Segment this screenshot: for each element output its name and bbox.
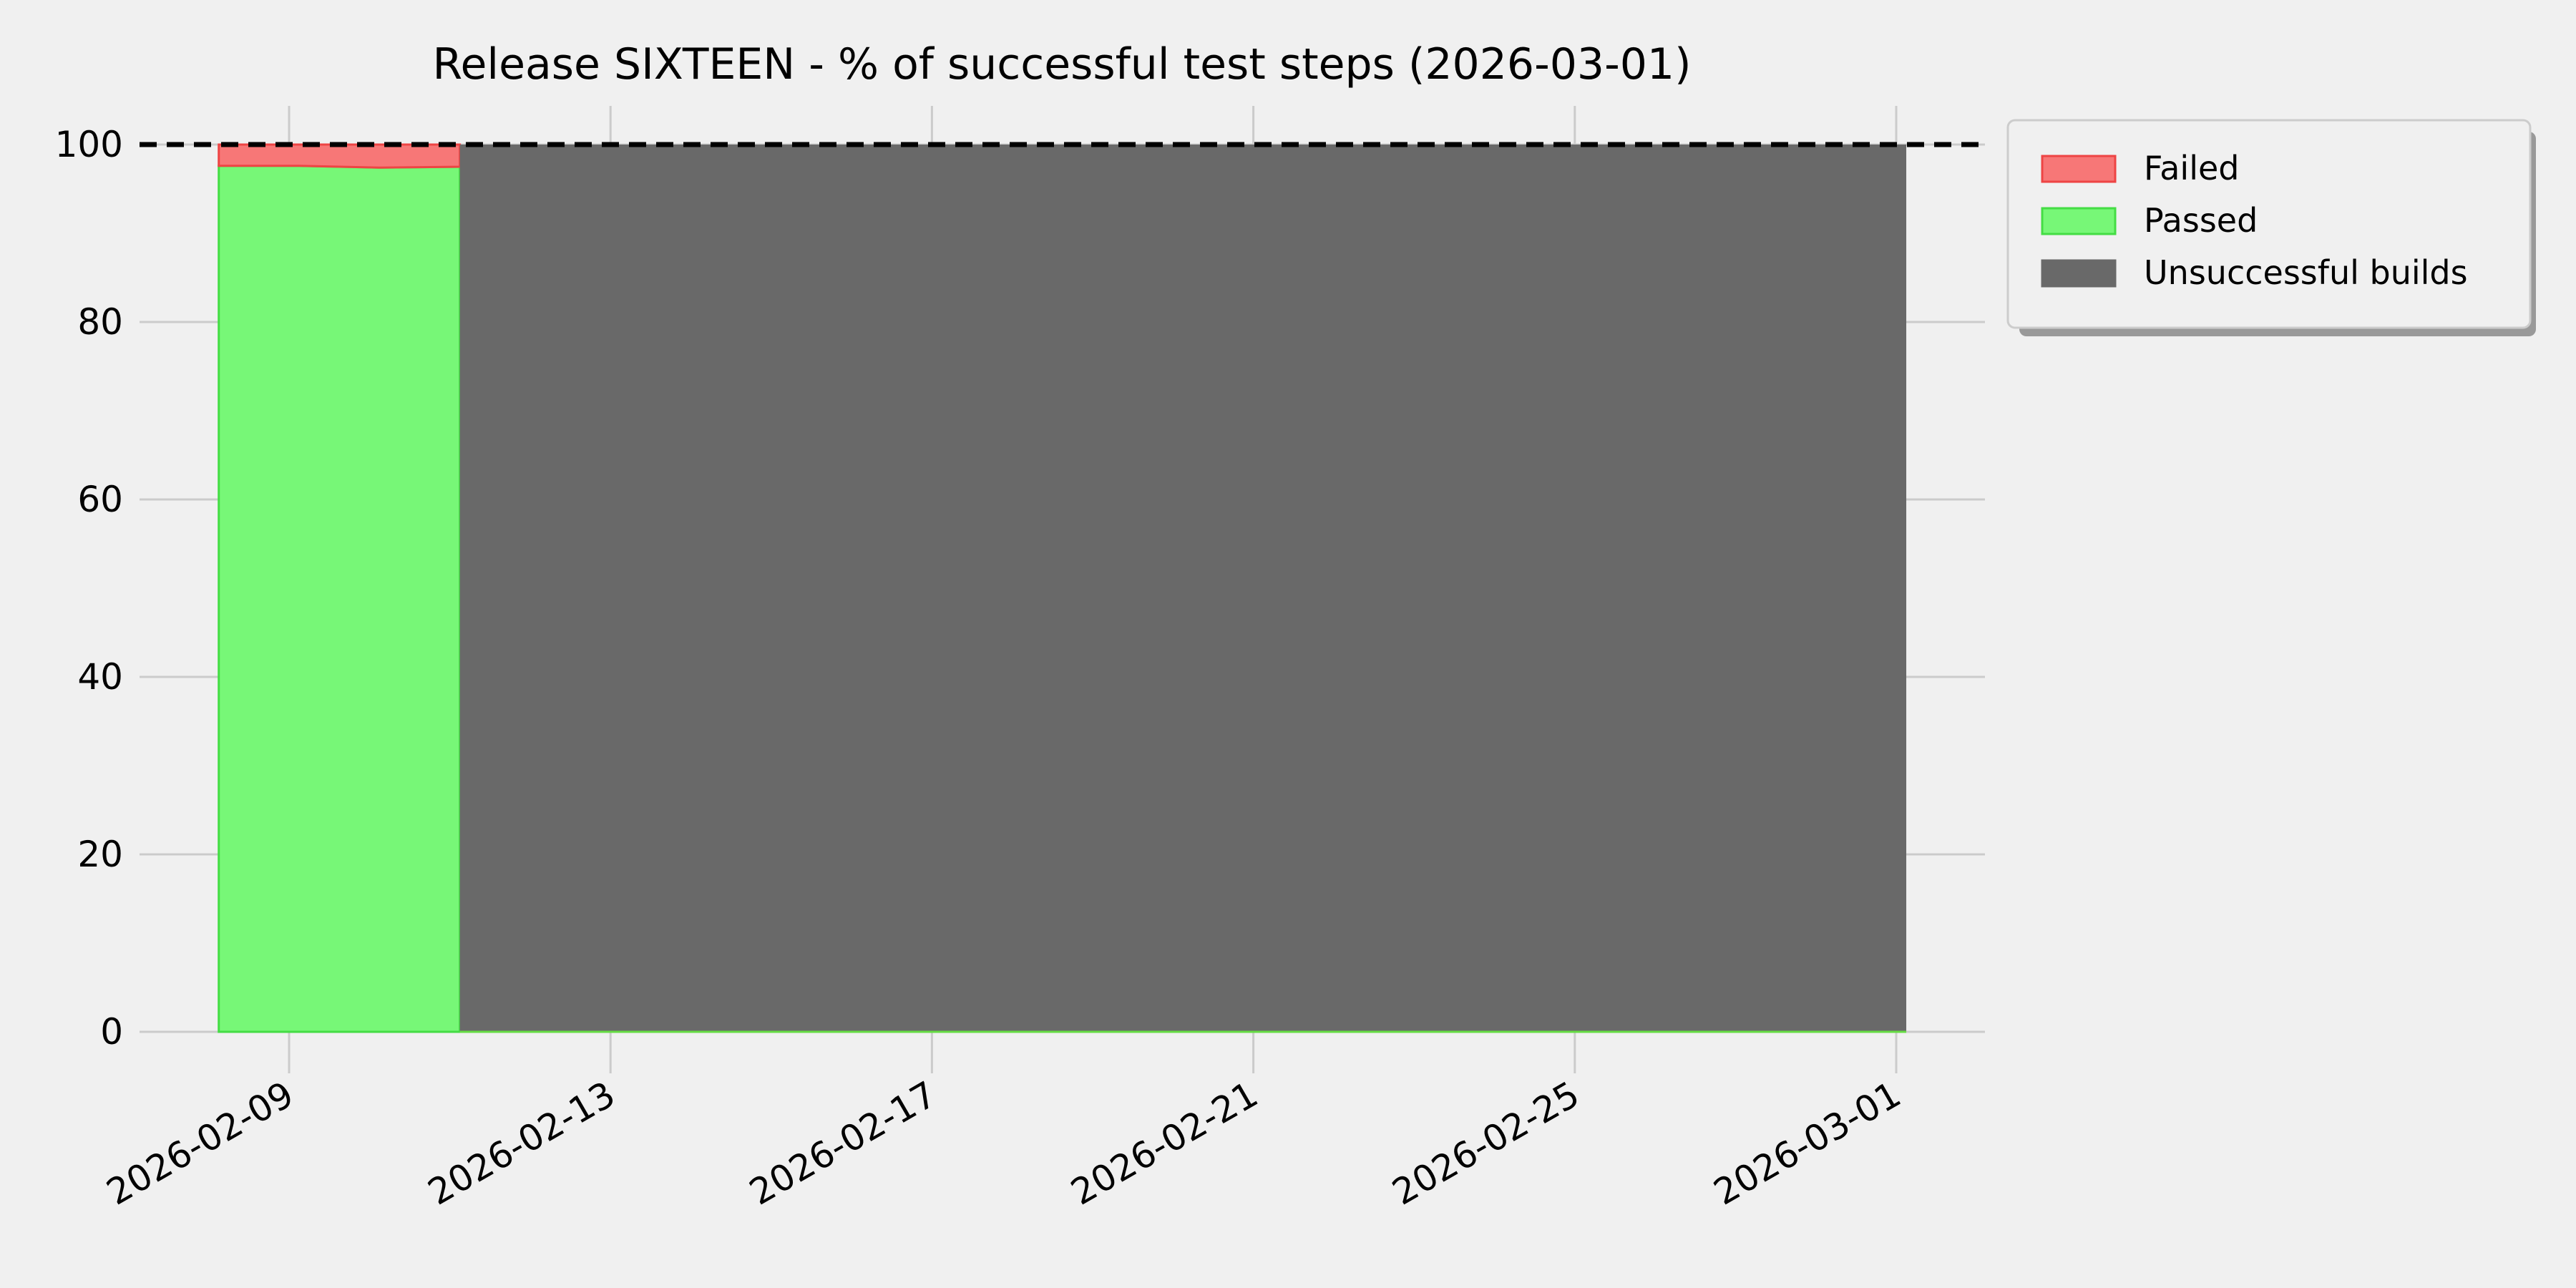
legend-swatch-passed [2041, 207, 2117, 235]
area-unsuccessful-builds [459, 145, 1907, 1032]
y-tick-label: 20 [77, 834, 123, 875]
y-axis: 0 20 40 60 80 100 [55, 124, 123, 1053]
y-tick-label: 80 [77, 301, 123, 343]
y-tick-label: 40 [77, 656, 123, 698]
y-tick-label: 60 [77, 479, 123, 520]
legend-label: Failed [2144, 149, 2240, 187]
area-failed [218, 143, 462, 169]
legend-swatch-unsuccessful-builds [2041, 259, 2117, 288]
areas [218, 143, 1907, 1033]
y-tick-label: 100 [55, 124, 123, 165]
y-tick-label: 0 [100, 1011, 123, 1053]
legend-label: Passed [2144, 201, 2258, 240]
legend: Failed Passed Unsuccessful builds [2006, 119, 2536, 336]
legend-swatch-failed [2041, 155, 2117, 183]
area-passed [218, 165, 462, 1033]
legend-box [2006, 119, 2532, 329]
legend-label: Unsuccessful builds [2144, 253, 2468, 292]
chart-title: Release SIXTEEN - % of successful test s… [433, 39, 1692, 89]
